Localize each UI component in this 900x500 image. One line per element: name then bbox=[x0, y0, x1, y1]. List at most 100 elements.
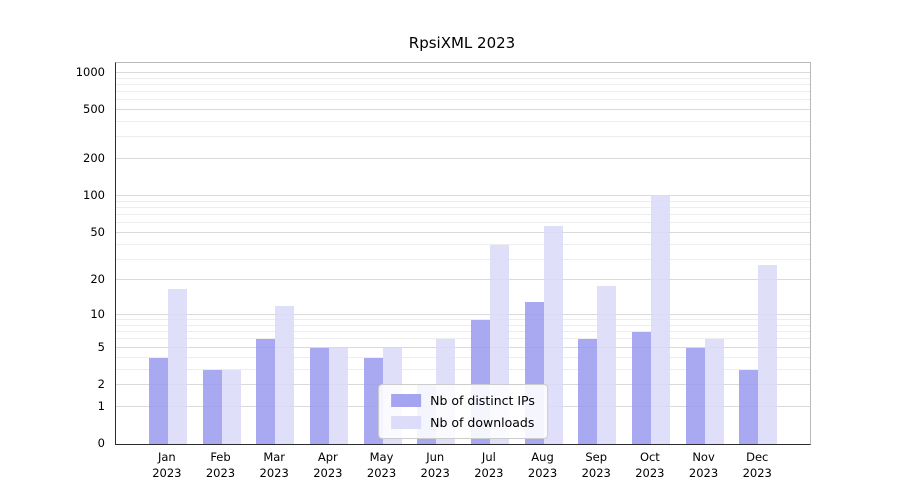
gridline-major bbox=[116, 314, 810, 316]
x-axis: Jan 2023 Feb 2023 Mar 2023 Apr 2023 May 2023 Jun 20… bbox=[115, 449, 809, 481]
bar-nb-of-downloads bbox=[543, 225, 563, 444]
bar-group-feb bbox=[195, 63, 249, 444]
x-tick-month: Mar bbox=[263, 450, 286, 464]
bar-nb-of-distinct-ips bbox=[578, 339, 598, 444]
bar-nb-of-downloads bbox=[221, 369, 241, 444]
gridline-major bbox=[116, 158, 810, 160]
bar-nb-of-downloads bbox=[650, 195, 670, 444]
bar-group-jan bbox=[141, 63, 195, 444]
bar-nb-of-downloads bbox=[275, 306, 295, 444]
legend-label-distinct-ips: Nb of distinct IPs bbox=[430, 393, 535, 408]
bar-nb-of-downloads bbox=[328, 347, 348, 444]
bar-nb-of-distinct-ips bbox=[685, 347, 705, 444]
gridline-major bbox=[116, 231, 810, 233]
bar-group-nov bbox=[678, 63, 732, 444]
x-tick-label: Nov 2023 bbox=[677, 449, 731, 481]
bar-nb-of-downloads bbox=[167, 288, 187, 444]
x-tick-year: 2023 bbox=[581, 466, 611, 481]
bar-group-sep bbox=[570, 63, 624, 444]
y-tick-label: 50 bbox=[90, 224, 105, 239]
gridline-minor bbox=[116, 368, 810, 370]
y-tick-label: 200 bbox=[83, 151, 105, 166]
y-tick-label: 20 bbox=[90, 272, 105, 287]
gridline-minor bbox=[116, 338, 810, 340]
legend-entry-downloads: Nb of downloads bbox=[391, 415, 535, 430]
gridline-minor bbox=[116, 99, 810, 101]
x-tick-label: Jan 2023 bbox=[140, 449, 194, 481]
bar-nb-of-distinct-ips bbox=[631, 332, 651, 444]
y-tick-label: 100 bbox=[83, 188, 105, 203]
x-tick-year: 2023 bbox=[527, 466, 558, 481]
bar-nb-of-distinct-ips bbox=[739, 369, 759, 444]
x-tick-month: Jun bbox=[426, 450, 445, 464]
x-tick-year: 2023 bbox=[420, 466, 450, 481]
gridline-minor bbox=[116, 121, 810, 122]
x-tick-year: 2023 bbox=[259, 466, 289, 481]
gridline-minor bbox=[116, 206, 810, 208]
gridline-minor bbox=[116, 200, 810, 202]
bar-nb-of-distinct-ips bbox=[202, 369, 222, 444]
gridline-major bbox=[116, 71, 810, 73]
y-tick-label: 1 bbox=[97, 398, 105, 413]
x-tick-month: Dec bbox=[746, 450, 769, 464]
x-tick-year: 2023 bbox=[688, 466, 719, 481]
x-tick-year: 2023 bbox=[205, 466, 236, 481]
bar-nb-of-downloads bbox=[597, 285, 617, 444]
y-tick-label: 500 bbox=[83, 102, 105, 117]
x-tick-month: Oct bbox=[639, 450, 660, 464]
bar-nb-of-downloads bbox=[758, 265, 778, 444]
gridline-minor bbox=[116, 356, 810, 358]
y-axis: 0 1 2 5 10 20 50 100 200 500 1000 bbox=[0, 62, 105, 450]
gridline-major bbox=[116, 195, 810, 197]
chart-title: RpsiXML 2023 bbox=[408, 34, 516, 52]
bar-group-oct bbox=[624, 63, 678, 444]
x-tick-label: Oct 2023 bbox=[623, 449, 677, 481]
x-tick-month: Feb bbox=[210, 450, 231, 464]
x-tick-label: Apr 2023 bbox=[301, 449, 355, 481]
x-tick-label: Jun 2023 bbox=[408, 449, 462, 481]
y-tick-label: 5 bbox=[97, 339, 105, 354]
x-tick-label: Jul 2023 bbox=[462, 449, 516, 481]
gridline-minor bbox=[116, 331, 810, 333]
x-tick-year: 2023 bbox=[742, 466, 772, 481]
x-tick-month: Jan bbox=[157, 450, 176, 464]
bar-nb-of-downloads bbox=[704, 339, 724, 444]
gridline-minor bbox=[116, 77, 810, 79]
x-tick-year: 2023 bbox=[474, 466, 504, 481]
y-tick-label: 10 bbox=[90, 307, 105, 322]
bar-nb-of-distinct-ips bbox=[363, 357, 383, 444]
x-tick-label: Sep 2023 bbox=[569, 449, 623, 481]
x-tick-month: Nov bbox=[692, 450, 715, 464]
gridline-minor bbox=[116, 258, 810, 260]
gridline-major bbox=[116, 279, 810, 281]
bar-nb-of-distinct-ips bbox=[148, 357, 168, 444]
plot-area: Nb of distinct IPs Nb of downloads bbox=[115, 62, 811, 445]
legend-label-downloads: Nb of downloads bbox=[430, 415, 535, 430]
legend-entry-distinct-ips: Nb of distinct IPs bbox=[391, 393, 535, 408]
gridline-major bbox=[116, 109, 810, 111]
y-tick-label: 0 bbox=[97, 436, 105, 450]
x-tick-year: 2023 bbox=[152, 466, 182, 481]
bar-group-dec bbox=[731, 63, 785, 444]
x-tick-month: Aug bbox=[531, 450, 554, 464]
gridline-major bbox=[116, 346, 810, 348]
bar-group-mar bbox=[248, 63, 302, 444]
legend: Nb of distinct IPs Nb of downloads bbox=[378, 384, 548, 439]
bar-nb-of-distinct-ips bbox=[256, 339, 276, 444]
x-tick-label: Dec 2023 bbox=[730, 449, 784, 481]
x-tick-month: Jul bbox=[481, 450, 496, 464]
gridline-minor bbox=[116, 324, 810, 326]
gridline-minor bbox=[116, 136, 810, 138]
x-tick-label: Feb 2023 bbox=[194, 449, 248, 481]
gridline-minor bbox=[116, 222, 810, 224]
gridline-minor bbox=[116, 243, 810, 245]
x-tick-month: Sep bbox=[585, 450, 608, 464]
x-tick-label: Mar 2023 bbox=[247, 449, 301, 481]
x-tick-year: 2023 bbox=[313, 466, 343, 481]
gridline-minor bbox=[116, 83, 810, 85]
x-tick-month: May bbox=[369, 450, 394, 464]
bar-nb-of-distinct-ips bbox=[309, 347, 329, 444]
y-tick-label: 1000 bbox=[75, 64, 105, 79]
x-tick-label: May 2023 bbox=[355, 449, 409, 481]
